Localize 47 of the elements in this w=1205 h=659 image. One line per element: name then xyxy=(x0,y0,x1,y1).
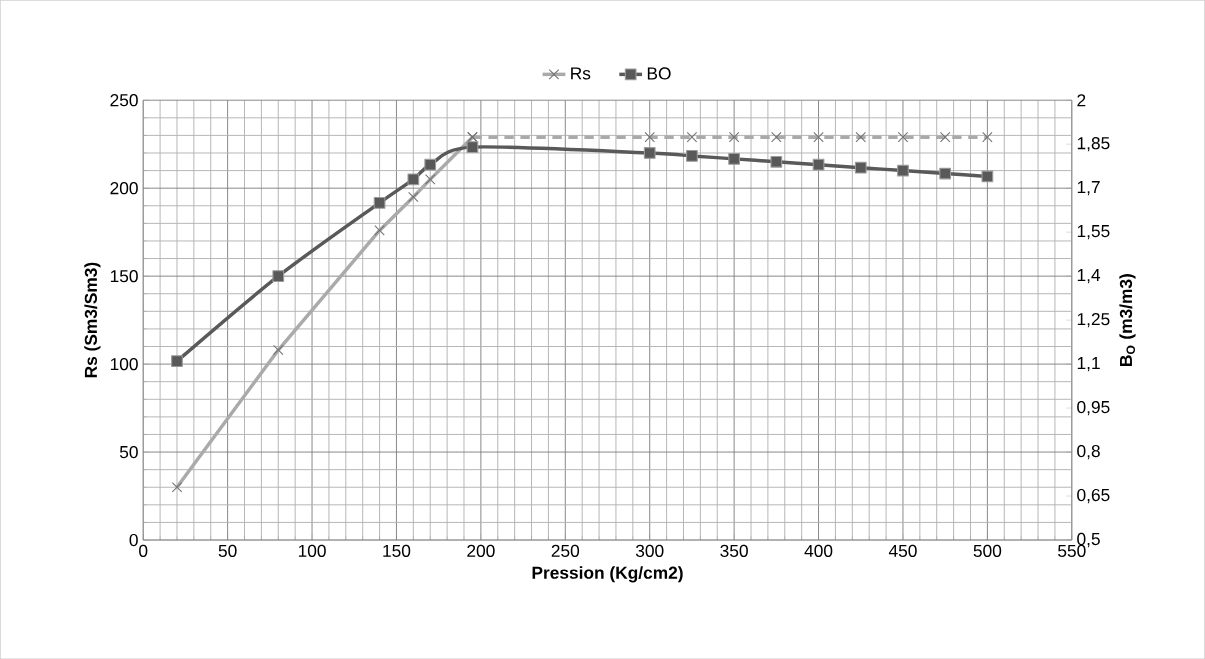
point xyxy=(854,161,867,174)
y-tick-label: 100 xyxy=(110,357,138,371)
y2-tick-label: 1,85 xyxy=(1077,136,1110,152)
legend-label: Rs xyxy=(571,67,591,80)
y-tick-label: 200 xyxy=(110,181,138,195)
x-tick-label: 0 xyxy=(139,544,148,557)
point xyxy=(407,173,420,186)
x-axis-title: Pression (Kg/cm2) xyxy=(532,566,683,583)
y2-tick-label: 1,55 xyxy=(1077,224,1110,240)
point xyxy=(897,164,909,177)
x-tick-label: 300 xyxy=(635,544,664,557)
x-tick-label: 350 xyxy=(720,544,748,557)
y2-axis-title: B$_{O}$ (m3/m3) xyxy=(1119,273,1136,366)
point xyxy=(939,167,952,180)
point xyxy=(171,355,183,367)
y2-tick-label: 1,1 xyxy=(1077,356,1100,372)
point xyxy=(643,147,656,159)
point xyxy=(272,270,285,282)
x-tick-label: 250 xyxy=(551,544,580,557)
point xyxy=(424,158,437,171)
point xyxy=(373,196,386,209)
y-tick-label: 0 xyxy=(129,533,138,547)
y-tick-label: 50 xyxy=(119,445,138,459)
y2-tick-label: 2 xyxy=(1077,94,1086,107)
x-tick-label: 200 xyxy=(467,544,495,557)
y2-tick-label: 1,4 xyxy=(1077,268,1101,284)
point xyxy=(981,170,994,183)
y2-tick-label: 0,95 xyxy=(1077,400,1110,416)
point xyxy=(728,152,740,165)
x-tick-label: 150 xyxy=(383,544,411,557)
y-tick-label: 150 xyxy=(110,269,138,283)
x-tick-label: 450 xyxy=(888,544,917,557)
y2-tick-label: 1,7 xyxy=(1077,181,1100,196)
y2-tick-label: 1,25 xyxy=(1077,312,1110,328)
point xyxy=(770,155,783,168)
y-axis-title: Rs (Sm3/Sm3) xyxy=(84,262,101,378)
x-tick-label: 400 xyxy=(804,544,833,557)
point xyxy=(466,141,479,153)
y2-tick-label: 0,8 xyxy=(1077,444,1100,460)
point xyxy=(686,149,698,162)
x-tick-label: 100 xyxy=(298,544,326,557)
y2-tick-label: 0,65 xyxy=(1077,488,1110,504)
y-tick-label: 250 xyxy=(110,93,138,107)
x-tick-label: 50 xyxy=(218,544,237,557)
x-tick-label: 500 xyxy=(973,544,1002,557)
legend-label: BO xyxy=(647,67,671,80)
point xyxy=(812,158,825,171)
